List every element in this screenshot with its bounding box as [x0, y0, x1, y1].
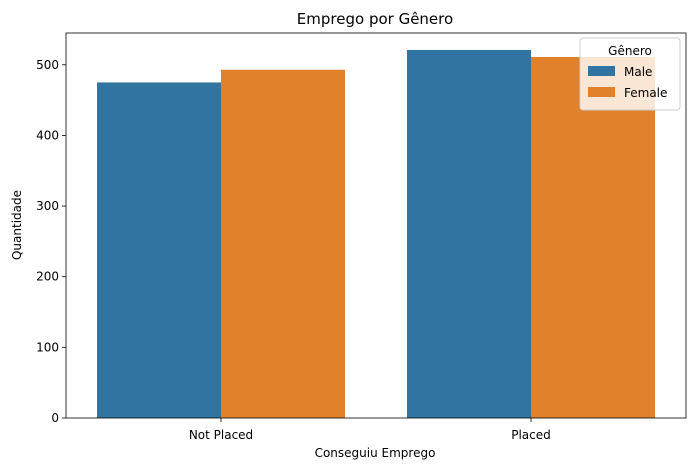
- legend-label-male: Male: [624, 65, 652, 79]
- y-tick-label-4: 400: [36, 128, 59, 142]
- x-axis-label: Conseguiu Emprego: [315, 446, 436, 460]
- legend-label-female: Female: [624, 86, 667, 100]
- y-tick-label-0: 0: [51, 411, 59, 425]
- y-tick-label-1: 100: [36, 340, 59, 354]
- bar-female-1: [531, 57, 655, 419]
- legend: Gênero Male Female: [579, 37, 681, 111]
- y-axis-label: Quantidade: [10, 190, 24, 260]
- plot-frame: [65, 32, 687, 419]
- y-tick-label-3: 300: [36, 199, 59, 213]
- chart-title: Emprego por Gênero: [297, 10, 453, 28]
- y-tick-label-2: 200: [36, 270, 59, 284]
- x-tick-label-1: Placed: [511, 428, 551, 442]
- legend-swatch-female: [588, 87, 615, 97]
- bar-male-1: [407, 49, 531, 418]
- legend-swatch-male: [588, 66, 615, 76]
- x-tick-label-0: Not Placed: [189, 428, 253, 442]
- legend-title: Gênero: [608, 44, 652, 58]
- plot-area: 0 100 200 300 400 500 Not Placed Placed: [36, 32, 687, 442]
- bar-female-0: [221, 69, 345, 418]
- y-tick-label-5: 500: [36, 58, 59, 72]
- bar-male-0: [97, 82, 221, 418]
